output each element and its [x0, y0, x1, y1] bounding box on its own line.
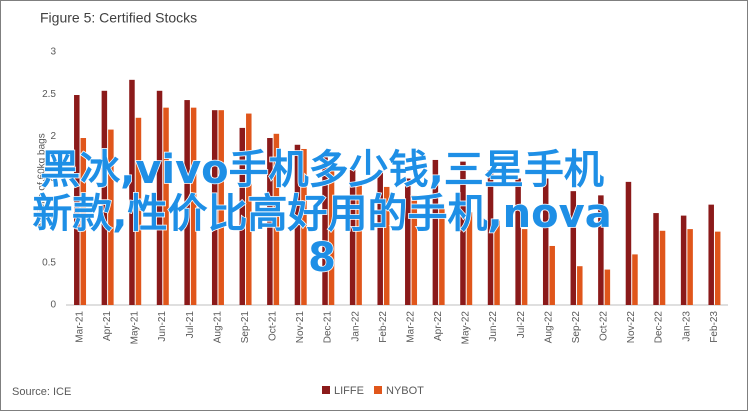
bar	[411, 195, 418, 305]
x-tick-label: Nov-22	[626, 311, 637, 344]
bar	[383, 186, 390, 305]
legend-label: LIFFE	[334, 385, 364, 397]
bar	[239, 127, 246, 306]
bar	[439, 203, 445, 305]
bar	[521, 229, 528, 305]
bar	[101, 90, 108, 305]
x-tick-label: Apr-22	[433, 311, 444, 341]
x-tick-label: Jun-22	[488, 311, 499, 342]
bar	[349, 170, 356, 305]
x-tick-label: Mar-22	[405, 311, 416, 343]
x-tick-label: Jan-23	[681, 311, 692, 342]
x-tick-label: May-21	[130, 311, 141, 345]
legend-label: NYBOT	[386, 385, 424, 397]
bar	[466, 212, 473, 305]
bar	[246, 113, 252, 306]
legend-swatch	[374, 386, 382, 394]
y-tick-label: 2	[50, 131, 56, 142]
bar	[80, 138, 87, 305]
x-tick-label: May-22	[461, 311, 472, 345]
chart-title: Figure 5: Certified Stocks	[40, 10, 197, 26]
bar	[129, 79, 135, 305]
x-tick-label: Jul-22	[516, 311, 527, 339]
bar	[515, 178, 521, 305]
y-tick-label: 1	[50, 215, 56, 226]
bar	[570, 191, 577, 305]
x-tick-label: Oct-22	[599, 311, 610, 341]
bar	[577, 266, 583, 305]
x-tick-label: Dec-21	[323, 311, 334, 344]
bar	[687, 229, 693, 305]
legend-swatch	[322, 386, 330, 394]
x-tick-label: Sep-21	[240, 311, 251, 344]
x-tick-label: Feb-23	[709, 311, 720, 343]
y-tick-label: 0.5	[42, 257, 56, 268]
x-tick-label: Jan-22	[350, 311, 361, 342]
bar	[328, 170, 335, 305]
x-tick-label: Jun-21	[157, 311, 168, 342]
bar	[598, 195, 604, 305]
x-tick-label: Feb-22	[378, 311, 389, 343]
bar	[163, 107, 169, 305]
bar	[494, 220, 500, 305]
y-axis-label: Millions of 60kg bags	[37, 133, 48, 226]
bar	[218, 110, 224, 305]
bar	[405, 178, 411, 305]
bar	[184, 100, 190, 305]
bar	[322, 157, 328, 305]
bar	[156, 90, 163, 305]
bar	[74, 95, 80, 305]
x-tick-label: Nov-21	[295, 311, 306, 344]
bar	[356, 182, 362, 305]
bar	[108, 129, 114, 305]
bar	[604, 269, 611, 305]
watermark: 黑冰,vivo手机多少钱,三星手机新款,性价比高好用的手机,nova 8	[32, 147, 613, 281]
bar	[273, 133, 280, 305]
bar	[714, 231, 721, 305]
bar	[135, 117, 142, 305]
bar	[659, 230, 666, 305]
bar	[708, 204, 714, 305]
bar	[542, 178, 549, 305]
bar	[432, 159, 439, 305]
x-tick-label: Aug-21	[212, 311, 223, 344]
bar	[211, 110, 218, 305]
x-tick-label: Mar-21	[74, 311, 85, 343]
bar	[294, 144, 301, 305]
bar	[680, 215, 687, 305]
y-tick-label: 3	[50, 47, 56, 58]
bar	[377, 171, 383, 305]
bar	[653, 213, 659, 305]
bar	[487, 170, 494, 305]
x-tick-label: Apr-21	[102, 311, 113, 341]
x-tick-label: Aug-22	[543, 311, 554, 344]
bar	[460, 161, 466, 305]
x-tick-label: Jul-21	[185, 311, 196, 339]
y-tick-label: 2.5	[42, 89, 56, 100]
bar	[190, 107, 197, 305]
bar	[632, 254, 638, 305]
x-tick-label: Oct-21	[268, 311, 279, 341]
x-tick-label: Dec-22	[654, 311, 665, 344]
y-tick-label: 0	[50, 300, 56, 311]
x-tick-label: Sep-22	[571, 311, 582, 344]
source: Source: ICE	[12, 386, 71, 398]
bar	[301, 148, 307, 305]
bar	[267, 138, 273, 305]
bar	[625, 181, 632, 305]
bar	[549, 245, 555, 305]
y-tick-label: 1.5	[42, 173, 56, 184]
